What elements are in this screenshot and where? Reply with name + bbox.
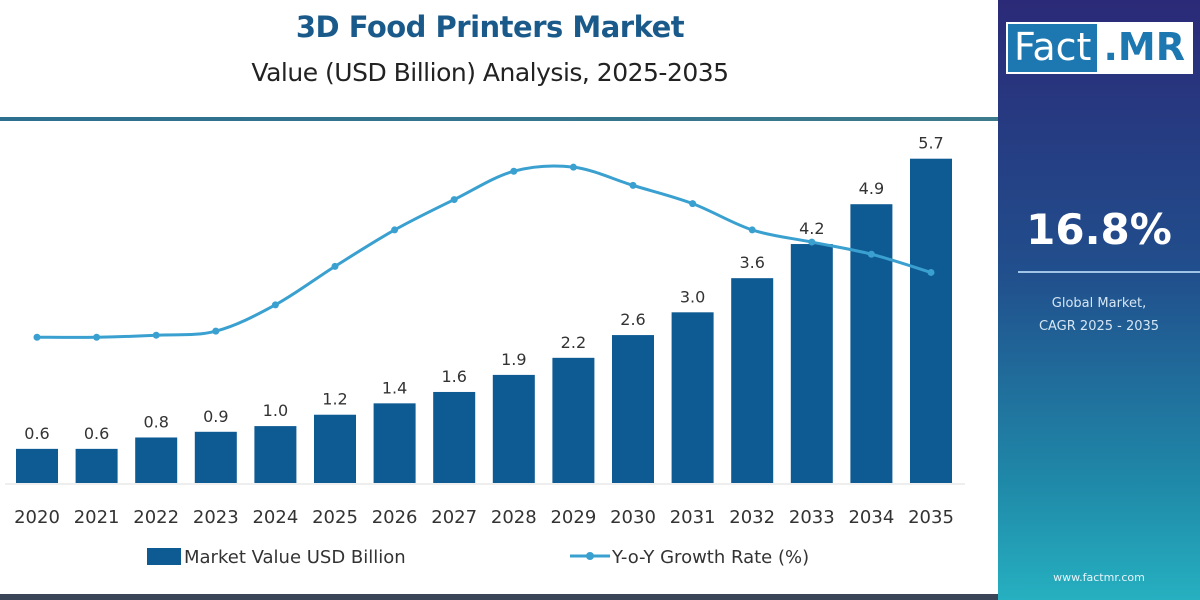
bar-2025 [314, 414, 356, 483]
chart-subtitle: Value (USD Billion) Analysis, 2025-2035 [251, 58, 729, 87]
x-tick-2026: 2026 [372, 507, 418, 528]
bar-2034 [850, 204, 893, 483]
bar-2030 [612, 335, 654, 483]
x-tick-2029: 2029 [550, 507, 596, 528]
chart: 0.6 2020 0.6 2021 0.8 2022 0.9 2023 1.0 2024 1.2 20… [5, 134, 965, 568]
bar-label-2028: 1.9 [501, 350, 526, 369]
x-tick-2027: 2027 [431, 507, 477, 528]
x-tick-2023: 2023 [193, 507, 239, 528]
website-link[interactable]: www.factmr.com [1053, 571, 1145, 584]
growth-point-2020 [33, 333, 41, 341]
logo-left: Fact [1008, 24, 1098, 72]
growth-point-2021 [93, 333, 101, 341]
bar-label-2031: 3.0 [680, 287, 705, 306]
bar-label-2025: 1.2 [322, 390, 347, 409]
growth-point-2023 [212, 327, 220, 335]
title-divider [0, 117, 998, 121]
bar-2035 [910, 158, 952, 484]
bar-2023 [194, 431, 237, 483]
growth-point-2030 [629, 181, 637, 189]
x-tick-2021: 2021 [74, 507, 120, 528]
legend-bar-label: Market Value USD Billion [184, 547, 406, 568]
bar-2027 [433, 391, 476, 483]
growth-point-2024 [271, 301, 279, 309]
x-tick-2025: 2025 [312, 507, 358, 528]
bar-2031 [671, 312, 714, 483]
bar-label-2032: 3.6 [739, 253, 764, 272]
bar-label-2035: 5.7 [918, 134, 943, 153]
x-tick-2022: 2022 [133, 507, 179, 528]
bar-2026 [373, 403, 416, 483]
bar-2032 [731, 278, 774, 483]
x-tick-2020: 2020 [14, 507, 60, 528]
x-tick-2032: 2032 [729, 507, 775, 528]
bar-2033 [790, 244, 833, 483]
bar-label-2033: 4.2 [799, 219, 824, 238]
growth-line [36, 164, 932, 339]
chart-title: 3D Food Printers Market [295, 10, 685, 44]
factmr-logo: Fact .MR [1006, 22, 1193, 74]
bar-label-2029: 2.2 [561, 333, 586, 352]
bar-label-2030: 2.6 [620, 310, 645, 329]
bar-label-2023: 0.9 [203, 407, 228, 426]
bar-label-2026: 1.4 [382, 378, 407, 397]
legend-bar-swatch [147, 548, 181, 565]
x-tick-2030: 2030 [610, 507, 656, 528]
cagr-caption: Global Market, CAGR 2025 - 2035 [998, 292, 1200, 338]
bottom-bar [0, 594, 998, 600]
sidebar-panel: Fact .MR 16.8% Global Market, CAGR 2025 … [998, 0, 1200, 600]
bar-label-2021: 0.6 [84, 424, 109, 443]
growth-point-2033 [808, 238, 816, 246]
x-tick-2028: 2028 [491, 507, 537, 528]
cagr-caption-line2: CAGR 2025 - 2035 [1038, 319, 1160, 334]
growth-point-2028 [510, 167, 518, 175]
x-tick-2034: 2034 [848, 507, 894, 528]
bar-2028 [492, 374, 535, 483]
growth-point-2029 [569, 163, 577, 171]
bar-2022 [135, 437, 178, 483]
x-tick-2033: 2033 [789, 507, 835, 528]
cagr-caption-line1: Global Market, [1051, 296, 1147, 311]
bar-label-2027: 1.6 [441, 367, 466, 386]
growth-point-2025 [331, 262, 339, 270]
growth-point-2022 [152, 331, 160, 339]
cagr-value: 16.8% [1026, 205, 1172, 254]
bar-label-2024: 1.0 [263, 401, 288, 420]
bar-2021 [75, 448, 118, 483]
bar-2029 [552, 357, 595, 483]
logo-right: .MR [1097, 24, 1191, 72]
growth-point-2026 [391, 226, 399, 234]
growth-point-2031 [689, 200, 697, 208]
growth-point-2034 [867, 250, 875, 258]
growth-point-2035 [927, 268, 935, 276]
legend-line-marker [586, 552, 594, 560]
bar-2020 [16, 448, 58, 483]
growth-point-2032 [748, 226, 756, 234]
legend-line-label: Y-o-Y Growth Rate (%) [611, 547, 809, 568]
bar-label-2022: 0.8 [143, 412, 168, 431]
cagr-divider [1018, 271, 1200, 273]
growth-point-2027 [450, 196, 458, 204]
x-tick-2035: 2035 [908, 507, 954, 528]
bar-label-2020: 0.6 [24, 424, 49, 443]
bar-label-2034: 4.9 [859, 179, 884, 198]
x-tick-2031: 2031 [670, 507, 716, 528]
x-tick-2024: 2024 [252, 507, 298, 528]
bar-2024 [254, 426, 297, 483]
